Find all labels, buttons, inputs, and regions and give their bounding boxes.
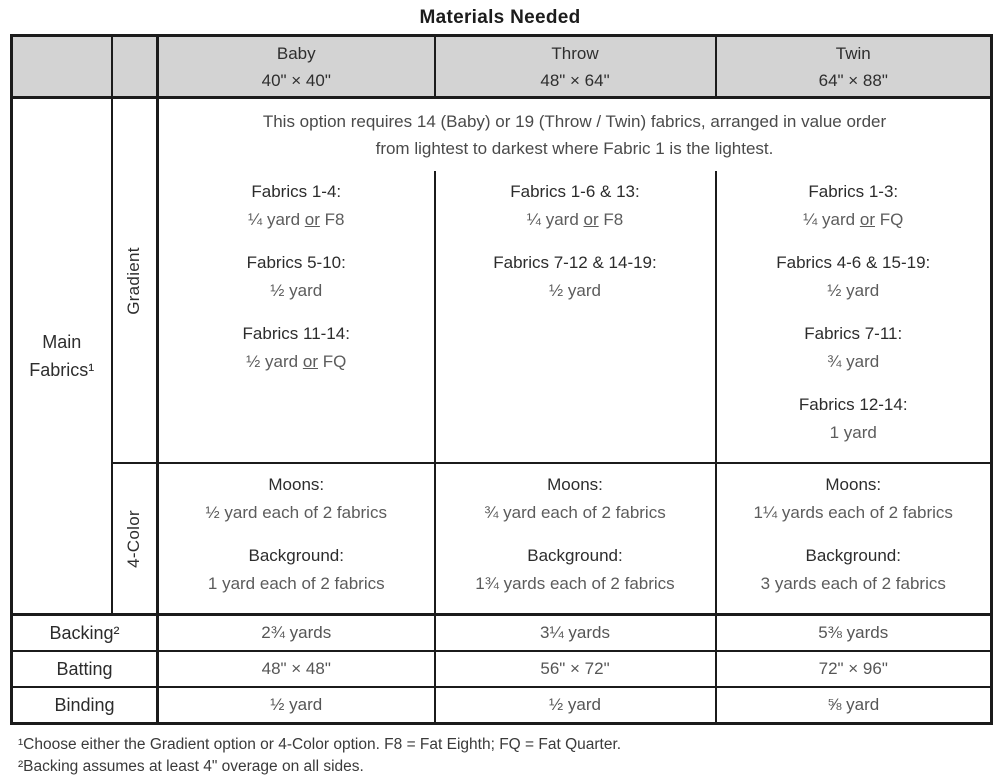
batting-row: Batting 48" × 48" 56" × 72" 72" × 96" bbox=[10, 650, 993, 688]
backing-label: Backing² bbox=[10, 613, 159, 652]
four-color-baby-cell: Moons: ½ yard each of 2 fabrics Backgrou… bbox=[156, 462, 436, 616]
fabric-requirement: Fabrics 7-11: ¾ yard bbox=[804, 324, 903, 371]
fabric-requirement: Fabrics 1-6 & 13: ¼ yard or F8 bbox=[510, 182, 640, 229]
page-title: Materials Needed bbox=[419, 7, 581, 28]
binding-baby: ½ yard bbox=[156, 686, 436, 725]
gradient-intro-row: Main Fabrics¹ Gradient This option requi… bbox=[10, 96, 993, 616]
gradient-twin-cell: Fabrics 1-3: ¼ yard or FQ Fabrics 4-6 & … bbox=[714, 171, 993, 464]
header-spacer-options bbox=[110, 34, 159, 99]
header-spacer-row-labels bbox=[10, 34, 113, 99]
header-row: Baby 40" × 40" Throw 48" × 64" Twin 64" … bbox=[10, 34, 993, 99]
backing-throw: 3¼ yards bbox=[433, 613, 717, 652]
footnotes: ¹Choose either the Gradient option or 4-… bbox=[18, 734, 1000, 778]
backing-twin: 5⅜ yards bbox=[714, 613, 993, 652]
gradient-baby-cell: Fabrics 1-4: ¼ yard or F8 Fabrics 5-10: … bbox=[156, 171, 436, 464]
backing-baby: 2¾ yards bbox=[156, 613, 436, 652]
fabric-requirement: Fabrics 12-14: 1 yard bbox=[798, 395, 908, 442]
header-baby: Baby 40" × 40" bbox=[156, 34, 436, 99]
gradient-option-cell: Gradient bbox=[110, 96, 159, 464]
fabric-requirement: Moons: 1¼ yards each of 2 fabrics bbox=[753, 475, 953, 522]
gradient-detail-row: Fabrics 1-4: ¼ yard or F8 Fabrics 5-10: … bbox=[12, 171, 993, 464]
fabric-requirement: Moons: ¾ yard each of 2 fabrics bbox=[484, 475, 666, 522]
batting-twin: 72" × 96" bbox=[714, 650, 993, 688]
fabric-requirement: Fabrics 7-12 & 14-19: ½ yard bbox=[493, 253, 657, 300]
fabric-requirement: Moons: ½ yard each of 2 fabrics bbox=[205, 475, 387, 522]
header-throw-name: Throw bbox=[551, 43, 599, 63]
header-twin: Twin 64" × 88" bbox=[714, 34, 993, 99]
fabric-requirement: Fabrics 1-4: ¼ yard or F8 bbox=[248, 182, 345, 229]
gradient-intro-text: This option requires 14 (Baby) or 19 (Th… bbox=[156, 96, 993, 171]
batting-throw: 56" × 72" bbox=[433, 650, 717, 688]
header-throw-size: 48" × 64" bbox=[540, 70, 610, 90]
four-color-option-label: 4-Color bbox=[124, 509, 144, 568]
four-color-twin-cell: Moons: 1¼ yards each of 2 fabrics Backgr… bbox=[714, 462, 993, 616]
gradient-throw-cell: Fabrics 1-6 & 13: ¼ yard or F8 Fabrics 7… bbox=[433, 171, 717, 464]
main-fabrics-label: Main Fabrics¹ bbox=[10, 96, 113, 616]
binding-twin: ⅝ yard bbox=[714, 686, 993, 725]
fabric-requirement: Fabrics 5-10: ½ yard bbox=[246, 253, 346, 300]
binding-throw: ½ yard bbox=[433, 686, 717, 725]
four-color-option-cell: 4-Color bbox=[110, 462, 159, 616]
fabric-requirement: Background: 3 yards each of 2 fabrics bbox=[760, 546, 946, 593]
fabric-requirement: Fabrics 4-6 & 15-19: ½ yard bbox=[776, 253, 931, 300]
backing-row: Backing² 2¾ yards 3¼ yards 5⅜ yards bbox=[10, 613, 993, 652]
header-twin-name: Twin bbox=[835, 43, 871, 63]
fabric-requirement: Background: 1¾ yards each of 2 fabrics bbox=[475, 546, 675, 593]
header-baby-name: Baby bbox=[276, 43, 316, 63]
fabric-requirement: Fabrics 1-3: ¼ yard or FQ bbox=[803, 182, 904, 229]
materials-table: Baby 40" × 40" Throw 48" × 64" Twin 64" … bbox=[10, 34, 993, 725]
footnote-2: ²Backing assumes at least 4" overage on … bbox=[18, 758, 364, 775]
fabric-requirement: Background: 1 yard each of 2 fabrics bbox=[207, 546, 385, 593]
four-color-row: 4-Color Moons: ½ yard each of 2 fabrics … bbox=[12, 462, 993, 616]
four-color-throw-cell: Moons: ¾ yard each of 2 fabrics Backgrou… bbox=[433, 462, 717, 616]
header-baby-size: 40" × 40" bbox=[261, 70, 331, 90]
fabric-requirement: Fabrics 11-14: ½ yard or FQ bbox=[242, 324, 350, 371]
gradient-option-label: Gradient bbox=[124, 246, 144, 315]
batting-baby: 48" × 48" bbox=[156, 650, 436, 688]
header-twin-size: 64" × 88" bbox=[818, 70, 888, 90]
footnote-1: ¹Choose either the Gradient option or 4-… bbox=[18, 736, 622, 753]
binding-label: Binding bbox=[10, 686, 159, 725]
binding-row: Binding ½ yard ½ yard ⅝ yard bbox=[10, 686, 993, 725]
header-throw: Throw 48" × 64" bbox=[433, 34, 717, 99]
batting-label: Batting bbox=[10, 650, 159, 688]
